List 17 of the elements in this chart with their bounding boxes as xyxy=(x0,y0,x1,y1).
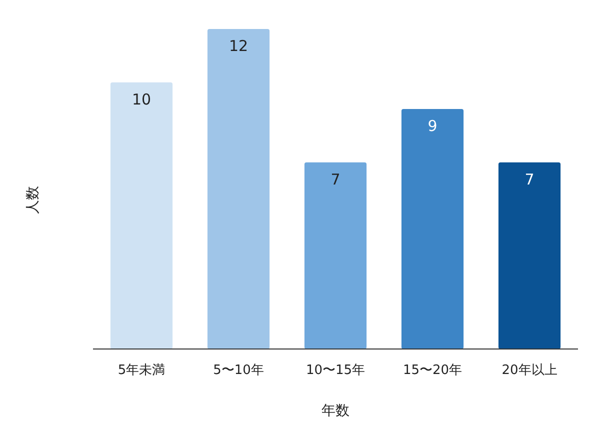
x-tick-label: 10〜15年 xyxy=(306,363,366,378)
data-label: 10 xyxy=(132,90,152,108)
y-axis-title: 人数 xyxy=(25,186,41,214)
data-label: 7 xyxy=(330,170,340,188)
x-tick-label: 20年以上 xyxy=(502,363,558,378)
data-label: 7 xyxy=(524,170,534,188)
bar xyxy=(207,29,270,349)
x-tick-label: 5〜10年 xyxy=(213,363,264,378)
bar xyxy=(401,109,464,349)
bar xyxy=(498,162,561,349)
bar xyxy=(304,162,367,349)
x-tick-label: 15〜20年 xyxy=(402,363,462,378)
x-axis-title: 年数 xyxy=(322,403,350,419)
bar xyxy=(110,82,173,349)
data-label: 12 xyxy=(228,37,248,55)
x-tick-label: 5年未満 xyxy=(118,363,166,378)
data-label: 9 xyxy=(428,117,438,135)
